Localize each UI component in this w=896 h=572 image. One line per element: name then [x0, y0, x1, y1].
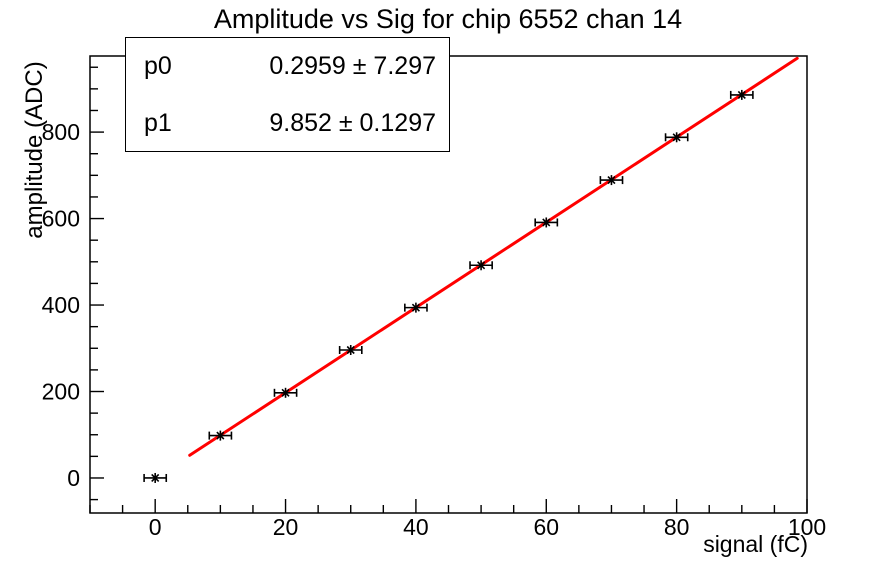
- data-point: [664, 132, 689, 143]
- data-point: [534, 217, 559, 228]
- x-tick-label: 20: [273, 514, 299, 540]
- fit-stats-box: p0 0.2959 ± 7.297 p1 9.852 ± 0.1297: [125, 37, 450, 152]
- x-tick-label: 80: [664, 514, 690, 540]
- stat-row-p1: p1 9.852 ± 0.1297: [126, 109, 449, 137]
- data-point: [143, 472, 168, 483]
- y-axis-title: amplitude (ADC): [21, 61, 48, 238]
- data-point: [404, 302, 428, 313]
- x-tick-label: 0: [149, 514, 162, 540]
- stat-value-p0: 0.2959 ± 7.297: [269, 52, 436, 81]
- stat-name-p0: p0: [144, 52, 172, 81]
- chart-title: Amplitude vs Sig for chip 6552 chan 14: [213, 4, 683, 34]
- y-tick-label: 200: [42, 379, 80, 405]
- x-tick-label: 100: [788, 514, 826, 540]
- data-point: [208, 430, 233, 441]
- x-axis-title: signal (fC): [703, 531, 808, 557]
- fit-line: [188, 56, 799, 457]
- data-point: [338, 345, 363, 356]
- data-point: [469, 260, 493, 271]
- y-tick-label: 600: [42, 206, 80, 232]
- y-tick-label: 400: [42, 292, 80, 318]
- stat-value-p1: 9.852 ± 0.1297: [269, 108, 436, 137]
- y-tick-label: 800: [42, 119, 80, 145]
- data-point: [599, 175, 624, 186]
- x-tick-label: 60: [533, 514, 559, 540]
- y-tick-label: 0: [67, 465, 80, 491]
- stat-name-p1: p1: [144, 108, 172, 137]
- stat-row-p0: p0 0.2959 ± 7.297: [126, 52, 449, 80]
- data-point: [729, 89, 754, 100]
- x-tick-label: 40: [403, 514, 429, 540]
- data-point: [273, 387, 298, 398]
